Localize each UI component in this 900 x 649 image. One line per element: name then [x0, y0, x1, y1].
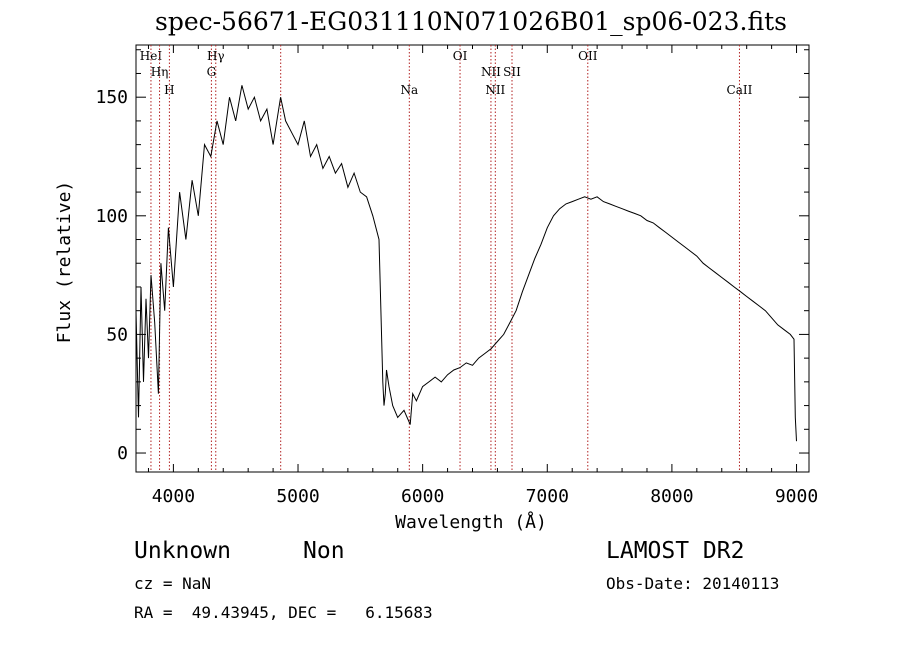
spectral-line-label: NII	[485, 83, 505, 97]
x-tick-label: 5000	[276, 486, 319, 507]
coords-text: RA = 49.43945, DEC = 6.15683	[134, 603, 433, 622]
y-tick-label: 150	[95, 87, 128, 108]
survey-text: LAMOST DR2	[606, 538, 745, 564]
x-axis-label: Wavelength (Å)	[395, 511, 547, 533]
spectral-line-label: Na	[400, 83, 418, 97]
y-tick-label: 100	[95, 206, 128, 227]
y-tick-label: 0	[117, 443, 128, 464]
axis-ticks: 4000 5000 6000 7000 8000 9000 0 50 100 150	[95, 45, 818, 507]
spectral-line-markers: HeI Hη H Hγ G Na OI NII NII OII SII CaII	[140, 45, 753, 472]
x-tick-label: 6000	[401, 486, 444, 507]
chart-title: spec-56671-EG031110N071026B01_sp06-023.f…	[155, 7, 787, 36]
spectral-line-label: HeI	[140, 49, 163, 63]
spectrum-line	[135, 85, 797, 442]
subclass-text: Non	[303, 538, 345, 564]
spectral-line-label: Hη	[151, 65, 169, 79]
cz-text: cz = NaN	[134, 574, 212, 593]
obs-date-text: Obs-Date: 20140113	[606, 574, 780, 593]
spectral-line-label: OI	[453, 49, 468, 63]
x-tick-label: 7000	[526, 486, 569, 507]
x-tick-label: 8000	[650, 486, 693, 507]
y-tick-label: 50	[106, 324, 128, 345]
spectral-line-label: Hγ	[207, 49, 225, 63]
classification-text: Unknown	[134, 538, 231, 564]
y-axis-label: Flux (relative)	[54, 181, 75, 344]
spectral-line-label: H	[164, 83, 174, 97]
series-layer	[135, 85, 797, 442]
spectral-line-label: CaII	[727, 83, 753, 97]
plot-frame	[135, 44, 810, 473]
x-tick-label: 4000	[152, 486, 195, 507]
spectral-line-label: SII	[503, 65, 521, 79]
spectral-line-label: OII	[578, 49, 598, 63]
spectral-line-label: NII	[481, 65, 501, 79]
x-tick-label: 9000	[775, 486, 818, 507]
spectral-line-label: G	[207, 65, 217, 79]
